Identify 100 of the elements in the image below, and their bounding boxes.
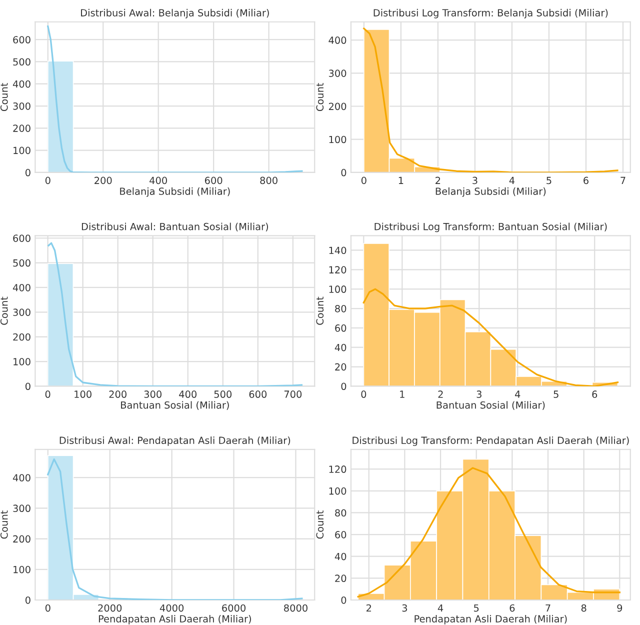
x-tick-label: 4 [509,176,515,184]
x-axis-title: Bantuan Sosial (Miliar) [436,401,545,410]
y-tick-label: 0 [341,382,346,390]
x-tick-label: 2 [438,390,443,398]
line-series [362,288,619,386]
y-tick-label: 20 [335,363,346,371]
y-tick-label: 100 [329,136,346,144]
x-tick-label: 6 [592,390,598,398]
chart-title: Distribusi Log Transform: Bantuan Sosial (Miliar) [374,222,607,232]
line-series [47,25,303,172]
x-tick-label: 0 [361,176,366,184]
y-tick-label: 40 [334,552,346,560]
x-tick-label: 1 [398,176,404,184]
y-axis-title: Count [316,510,324,539]
y-tick-label: 0 [341,596,346,604]
y-tick-label: 400 [12,284,30,292]
x-tick-label: 8000 [284,604,308,612]
line-series [363,28,618,172]
y-tick-label: 100 [14,566,30,574]
y-axis-title: Count [316,82,324,112]
x-tick-label: 800 [260,176,278,184]
x-tick-label: 4 [515,390,520,398]
x-tick-label: 5 [474,604,479,612]
x-tick-label: 0 [45,390,50,398]
chart-title: Distribusi Awal: Pendapatan Asli Daerah (Miliar) [60,436,290,446]
chart-title: Distribusi Awal: Belanja Subsidi (Miliar) [81,8,269,18]
x-tick-label: 6 [510,604,515,612]
y-axis-title: Count [0,296,8,325]
x-tick-label: 400 [179,390,197,398]
y-tick-label: 0 [25,382,30,390]
chart-title: Distribusi Log Transform: Belanja Subsidi (Miliar) [374,8,608,18]
x-tick-label: 5 [554,390,558,398]
x-tick-label: 600 [249,390,267,398]
y-tick-label: 100 [14,146,30,154]
x-tick-label: 100 [74,390,92,398]
y-tick-label: 0 [341,168,346,176]
x-tick-label: 200 [109,390,126,398]
y-tick-label: 200 [13,535,30,543]
x-axis-title: Pendapatan Asli Daerah (Miliar) [414,614,567,624]
x-tick-label: 0 [45,176,50,184]
x-tick-label: 0 [45,604,50,612]
y-axis-title: Count [0,510,8,539]
y-axis-title: Count [316,296,324,325]
y-tick-label: 140 [329,246,346,254]
y-tick-label: 0 [25,596,30,604]
x-axis-title: Bantuan Sosial (Miliar) [121,401,229,410]
x-tick-label: 6 [584,176,588,184]
x-tick-label: 0 [361,390,366,398]
x-tick-label: 7 [620,176,626,184]
x-tick-label: 500 [214,390,232,398]
x-tick-label: 200 [94,176,112,184]
y-tick-label: 200 [328,102,346,110]
y-tick-label: 600 [13,234,30,242]
y-tick-label: 60 [335,531,346,538]
x-axis-title: Belanja Subsidi (Miliar) [120,187,230,197]
y-tick-label: 100 [329,487,346,495]
x-tick-label: 3 [476,390,482,398]
x-tick-label: 600 [204,176,222,184]
line-series [47,458,303,600]
y-axis-title: Count [0,82,8,112]
x-tick-label: 2 [366,604,371,612]
line-series [48,242,303,386]
x-tick-label: 7 [546,604,550,612]
chart-title: Distribusi Log Transform: Pendapatan Asli Daerah (Miliar) [352,436,629,446]
y-tick-label: 60 [335,324,346,332]
y-tick-label: 400 [12,80,30,88]
line-series [357,467,620,598]
y-tick-label: 40 [334,344,346,352]
x-axis-title: Belanja Subsidi (Miliar) [436,187,546,197]
x-tick-label: 5 [546,176,552,184]
y-tick-label: 400 [328,36,346,44]
y-tick-label: 600 [13,36,30,44]
x-tick-label: 700 [284,390,302,398]
y-tick-label: 300 [328,70,346,77]
y-tick-label: 80 [335,304,346,312]
x-tick-label: 6000 [222,604,246,612]
y-tick-label: 100 [329,286,346,293]
x-tick-label: 1 [400,390,404,398]
x-tick-label: 9 [617,604,622,612]
x-tick-label: 2000 [98,604,122,612]
x-tick-label: 400 [150,176,167,184]
y-tick-label: 500 [13,58,30,66]
x-tick-label: 4000 [160,604,184,612]
y-tick-label: 300 [13,102,30,110]
x-tick-label: 3 [472,176,478,184]
y-tick-label: 0 [25,168,30,176]
y-tick-label: 500 [13,259,30,267]
y-tick-label: 200 [13,333,30,341]
y-tick-label: 100 [14,358,30,366]
y-tick-label: 80 [335,509,346,517]
y-tick-label: 20 [335,574,346,582]
x-tick-label: 4 [438,604,444,612]
x-axis-title: Pendapatan Asli Daerah (Miliar) [98,614,251,624]
y-tick-label: 300 [13,504,30,512]
y-tick-label: 300 [13,308,30,316]
y-tick-label: 200 [13,124,30,132]
y-tick-label: 120 [329,266,346,274]
y-tick-label: 120 [329,466,346,473]
x-tick-label: 300 [144,390,162,398]
x-tick-label: 2 [436,176,440,184]
